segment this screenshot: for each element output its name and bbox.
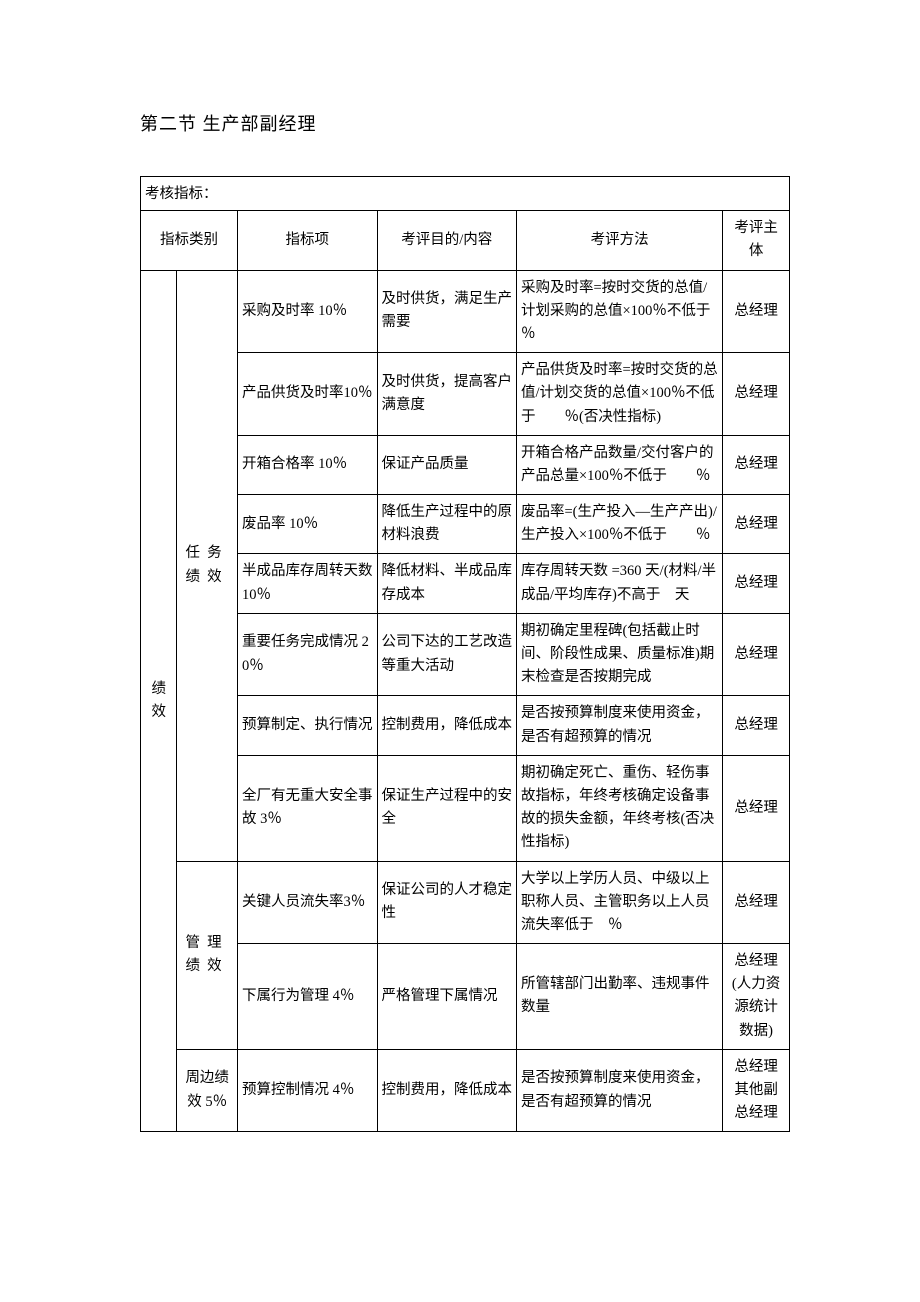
cell-item: 半成品库存周转天数 10％ <box>238 554 377 613</box>
cell-item: 下属行为管理 4％ <box>238 944 377 1050</box>
header-evaluator: 考评主体 <box>723 211 790 270</box>
cell-purpose: 严格管理下属情况 <box>377 944 516 1050</box>
cell-method: 是否按预算制度来使用资金，是否有超预算的情况 <box>516 1049 722 1132</box>
cell-item: 全厂有无重大安全事故 3％ <box>238 755 377 861</box>
cell-item: 产品供货及时率10％ <box>238 353 377 436</box>
table-title-cell: 考核指标： <box>141 177 790 211</box>
cell-item: 采购及时率 10％ <box>238 270 377 353</box>
cell-method: 库存周转天数 =360 天/(材料/半成品/平均库存)不高于 天 <box>516 554 722 613</box>
cell-method: 大学以上学历人员、中级以上职称人员、主管职务以上人员流失率低于 ％ <box>516 861 722 944</box>
table-row: 重要任务完成情况 20％ 公司下达的工艺改造等重大活动 期初确定里程碑(包括截止… <box>141 613 790 696</box>
cell-purpose: 及时供货，提高客户满意度 <box>377 353 516 436</box>
cat-task: 任务绩效 <box>177 270 238 861</box>
header-item: 指标项 <box>238 211 377 270</box>
cell-evaluator: 总经理其他副总经理 <box>723 1049 790 1132</box>
table-title-row: 考核指标： <box>141 177 790 211</box>
cell-evaluator: 总经理 <box>723 554 790 613</box>
cell-evaluator: 总经理 <box>723 861 790 944</box>
cell-item: 预算控制情况 4％ <box>238 1049 377 1132</box>
cell-purpose: 控制费用，降低成本 <box>377 1049 516 1132</box>
table-header-row: 指标类别 指标项 考评目的/内容 考评方法 考评主体 <box>141 211 790 270</box>
cell-evaluator: 总经理 <box>723 613 790 696</box>
cell-evaluator: 总经理(人力资源统计数据) <box>723 944 790 1050</box>
cell-evaluator: 总经理 <box>723 435 790 494</box>
header-method: 考评方法 <box>516 211 722 270</box>
cell-method: 开箱合格产品数量/交付客户的产品总量×100％不低于 ％ <box>516 435 722 494</box>
document-page: 第二节 生产部副经理 考核指标： 指标类别 指标项 考评目的/内容 考评方法 考… <box>0 0 920 1232</box>
cell-evaluator: 总经理 <box>723 696 790 755</box>
cat-mgmt: 管理绩效 <box>177 861 238 1049</box>
cell-item: 开箱合格率 10％ <box>238 435 377 494</box>
table-row: 绩效 任务绩效 采购及时率 10％ 及时供货，满足生产需要 采购及时率=按时交货… <box>141 270 790 353</box>
cell-purpose: 公司下达的工艺改造等重大活动 <box>377 613 516 696</box>
cell-item: 废品率 10％ <box>238 495 377 554</box>
table-row: 周边绩效 5％ 预算控制情况 4％ 控制费用，降低成本 是否按预算制度来使用资金… <box>141 1049 790 1132</box>
cat-peripheral: 周边绩效 5％ <box>177 1049 238 1132</box>
header-category: 指标类别 <box>141 211 238 270</box>
table-row: 废品率 10％ 降低生产过程中的原材料浪费 废品率=(生产投入—生产产出)/ 生… <box>141 495 790 554</box>
table-row: 半成品库存周转天数 10％ 降低材料、半成品库存成本 库存周转天数 =360 天… <box>141 554 790 613</box>
header-purpose: 考评目的/内容 <box>377 211 516 270</box>
table-row: 产品供货及时率10％ 及时供货，提高客户满意度 产品供货及时率=按时交货的总值/… <box>141 353 790 436</box>
section-title: 第二节 生产部副经理 <box>140 110 790 136</box>
cell-purpose: 保证产品质量 <box>377 435 516 494</box>
cat-main: 绩效 <box>141 270 177 1132</box>
cell-evaluator: 总经理 <box>723 353 790 436</box>
cell-item: 预算制定、执行情况 <box>238 696 377 755</box>
cell-purpose: 保证生产过程中的安全 <box>377 755 516 861</box>
cell-evaluator: 总经理 <box>723 495 790 554</box>
table-row: 全厂有无重大安全事故 3％ 保证生产过程中的安全 期初确定死亡、重伤、轻伤事故指… <box>141 755 790 861</box>
cell-method: 是否按预算制度来使用资金，是否有超预算的情况 <box>516 696 722 755</box>
cell-item: 重要任务完成情况 20％ <box>238 613 377 696</box>
table-row: 开箱合格率 10％ 保证产品质量 开箱合格产品数量/交付客户的产品总量×100％… <box>141 435 790 494</box>
cell-method: 采购及时率=按时交货的总值/计划采购的总值×100％不低于 ％ <box>516 270 722 353</box>
table-row: 管理绩效 关键人员流失率3％ 保证公司的人才稳定性 大学以上学历人员、中级以上职… <box>141 861 790 944</box>
cell-method: 所管辖部门出勤率、违规事件数量 <box>516 944 722 1050</box>
table-row: 下属行为管理 4％ 严格管理下属情况 所管辖部门出勤率、违规事件数量 总经理(人… <box>141 944 790 1050</box>
cell-method: 期初确定里程碑(包括截止时间、阶段性成果、质量标准)期末检查是否按期完成 <box>516 613 722 696</box>
cell-method: 期初确定死亡、重伤、轻伤事故指标，年终考核确定设备事故的损失金额，年终考核(否决… <box>516 755 722 861</box>
kpi-table: 考核指标： 指标类别 指标项 考评目的/内容 考评方法 考评主体 绩效 任务绩效… <box>140 176 790 1132</box>
cell-purpose: 及时供货，满足生产需要 <box>377 270 516 353</box>
cell-purpose: 降低材料、半成品库存成本 <box>377 554 516 613</box>
cell-evaluator: 总经理 <box>723 755 790 861</box>
cell-purpose: 降低生产过程中的原材料浪费 <box>377 495 516 554</box>
table-row: 预算制定、执行情况 控制费用，降低成本 是否按预算制度来使用资金，是否有超预算的… <box>141 696 790 755</box>
cell-method: 废品率=(生产投入—生产产出)/ 生产投入×100％不低于 ％ <box>516 495 722 554</box>
cell-item: 关键人员流失率3％ <box>238 861 377 944</box>
cell-purpose: 控制费用，降低成本 <box>377 696 516 755</box>
cell-method: 产品供货及时率=按时交货的总值/计划交货的总值×100％不低于 ％(否决性指标) <box>516 353 722 436</box>
cell-purpose: 保证公司的人才稳定性 <box>377 861 516 944</box>
